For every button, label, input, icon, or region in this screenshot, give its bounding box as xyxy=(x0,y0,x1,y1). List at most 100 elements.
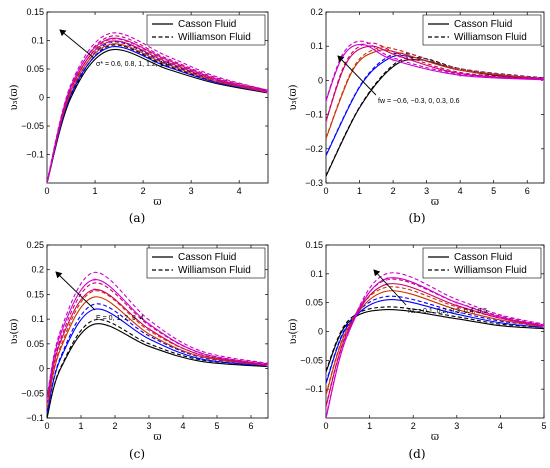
y-axis-label: υ₃(ϖ) xyxy=(288,84,299,110)
legend-label: Williamson Fluid xyxy=(454,32,527,43)
series-line-williamson xyxy=(326,56,544,176)
legend: Casson Fluid Williamson Fluid xyxy=(422,247,542,279)
parameter-annotation: σ* = 0.6, 0.8, 1, 1.2, 1.4 xyxy=(96,61,170,68)
series-group xyxy=(326,272,544,418)
subfigure-label: (a) xyxy=(129,211,146,225)
y-tick-label: −0.1 xyxy=(26,150,44,160)
x-tick-label: 4 xyxy=(237,186,242,196)
x-tick-label: 3 xyxy=(454,421,459,431)
series-line-williamson xyxy=(326,278,544,406)
parameter-annotation: Nt = 0.1, 0.2, 0.3, 0.4, 0.5 xyxy=(408,308,487,315)
y-tick-label: −0.1 xyxy=(305,384,323,394)
x-tick-label: 2 xyxy=(411,421,416,431)
x-tick-label: 1 xyxy=(357,186,362,196)
series-line-casson xyxy=(326,43,544,102)
x-tick-label: 4 xyxy=(180,421,185,431)
series-line-casson xyxy=(47,279,268,399)
subfigure-label: (d) xyxy=(408,447,425,461)
subfigure-label: (c) xyxy=(129,447,145,461)
series-line-williamson xyxy=(326,295,544,383)
y-tick-label: 0 xyxy=(318,75,323,85)
x-tick-label: 5 xyxy=(491,186,496,196)
y-tick-label: −0.05 xyxy=(21,388,44,398)
x-tick-label: 5 xyxy=(214,421,219,431)
y-tick-label: 0.05 xyxy=(26,64,44,74)
x-tick-label: 5 xyxy=(541,421,546,431)
chart-panel-1: 0 1 2 3 4 −0.1 −0.05 0 0.05 0.1 0.15 ϖ υ₃(ϖ) (a) Casso… xyxy=(9,7,269,225)
x-tick-label: 3 xyxy=(146,421,151,431)
plot-frame xyxy=(46,244,269,419)
series-group xyxy=(47,32,268,183)
legend-label: Williamson Fluid xyxy=(178,32,251,43)
y-tick-label: 0.1 xyxy=(310,269,323,279)
x-tick-label: 0 xyxy=(44,186,49,196)
x-tick-label: 6 xyxy=(248,421,253,431)
x-tick-label: 2 xyxy=(141,186,146,196)
series-line-casson xyxy=(326,290,544,396)
legend-label: Casson Fluid xyxy=(178,252,236,263)
y-tick-label: 0.25 xyxy=(26,240,44,250)
x-tick-label: 4 xyxy=(498,421,503,431)
series-line-casson xyxy=(47,308,268,414)
series-line-casson xyxy=(47,48,268,183)
y-tick-label: 0 xyxy=(39,364,44,374)
x-tick-label: 1 xyxy=(93,186,98,196)
x-tick-label: 0 xyxy=(323,421,328,431)
trend-arrow xyxy=(337,55,377,96)
x-tick-label: 4 xyxy=(458,186,463,196)
series-group xyxy=(47,271,268,418)
series-line-williamson xyxy=(326,46,544,139)
y-axis-label: υ₃(ϖ) xyxy=(9,318,20,344)
y-tick-label: 0.15 xyxy=(26,7,44,17)
x-axis-label: ϖ xyxy=(153,197,161,208)
series-line-williamson xyxy=(47,271,268,398)
y-tick-label: 0.15 xyxy=(26,289,44,299)
series-line-casson xyxy=(326,299,544,384)
series-line-casson xyxy=(47,323,268,418)
trend-arrow xyxy=(55,271,96,311)
y-axis-label: υ₃(ϖ) xyxy=(9,84,20,110)
x-axis-label: ϖ xyxy=(431,432,439,443)
legend-label: Casson Fluid xyxy=(454,19,512,30)
trend-arrow xyxy=(59,29,95,59)
y-tick-label: 0 xyxy=(318,327,323,337)
chart-panel-2: 0 1 2 3 4 5 6 −0.3 −0.2 −0.1 0 0.1 0.2 ϖ υ₃(ϖ) (b) Casso… xyxy=(288,7,545,225)
legend-label: Williamson Fluid xyxy=(454,265,527,276)
y-tick-label: 0.1 xyxy=(31,314,44,324)
x-tick-label: 0 xyxy=(323,186,328,196)
y-tick-label: 0.05 xyxy=(26,339,44,349)
series-line-casson xyxy=(326,59,544,177)
series-group xyxy=(326,40,544,177)
x-axis-label: ϖ xyxy=(153,432,161,443)
y-tick-label: −0.1 xyxy=(305,110,323,120)
chart-panel-4: 0 1 2 3 4 5 −0.1 −0.05 0 0.05 0.1 0.15 ϖ υ₃(ϖ) (d) Cass… xyxy=(288,240,547,461)
subfigure-label: (b) xyxy=(408,211,425,225)
y-tick-label: 0.1 xyxy=(31,36,44,46)
y-tick-label: 0.15 xyxy=(305,240,323,250)
series-line-casson xyxy=(326,309,544,373)
series-line-williamson xyxy=(47,318,268,418)
x-tick-label: 2 xyxy=(112,421,117,431)
plot-frame xyxy=(325,11,545,184)
x-tick-label: 3 xyxy=(189,186,194,196)
chart-panel-3: 0 1 2 3 4 5 6 −0.1 −0.05 0 0.05 0.1 0.15 0.2 0.25 ϖ υ₃(ϖ… xyxy=(9,240,269,461)
series-line-casson xyxy=(47,288,268,404)
series-line-williamson xyxy=(326,286,544,394)
x-tick-label: 1 xyxy=(367,421,372,431)
y-tick-label: −0.3 xyxy=(305,178,323,188)
legend-label: Casson Fluid xyxy=(178,19,236,30)
x-tick-label: 6 xyxy=(525,186,530,196)
legend: Casson Fluid Williamson Fluid xyxy=(422,14,542,46)
y-tick-label: 0 xyxy=(39,93,44,103)
series-line-williamson xyxy=(326,272,544,417)
y-tick-label: −0.2 xyxy=(305,144,323,154)
y-tick-label: −0.05 xyxy=(300,355,323,365)
y-tick-label: 0.2 xyxy=(310,7,323,17)
y-tick-label: 0.1 xyxy=(310,41,323,51)
series-line-casson xyxy=(47,296,268,409)
y-tick-label: 0.05 xyxy=(305,298,323,308)
parameter-annotation: E = 0, 1, 2, 3, 4 xyxy=(96,315,144,322)
x-axis-label: ϖ xyxy=(431,197,439,208)
y-tick-label: 0.2 xyxy=(31,265,44,275)
